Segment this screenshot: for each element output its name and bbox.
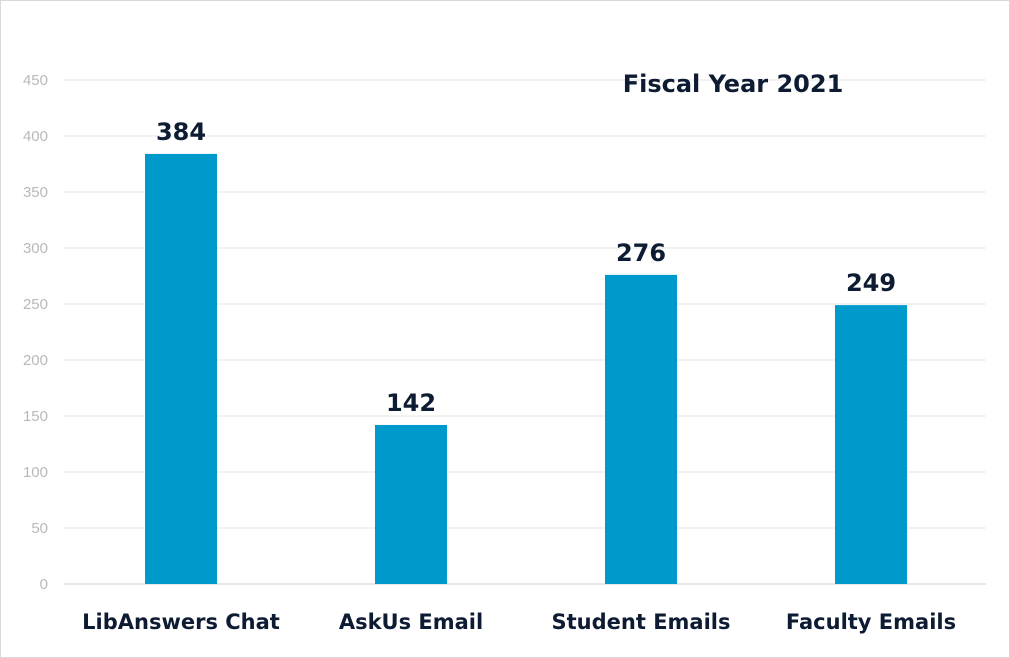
bar-student-emails <box>605 274 677 584</box>
data-label: 142 <box>386 389 436 417</box>
chart-title: Fiscal Year 2021 <box>623 70 844 98</box>
y-axis-ticks: 0 50 100 150 200 250 300 350 400 450 <box>23 72 48 593</box>
bars <box>145 153 907 585</box>
x-category-label: AskUs Email <box>339 610 483 634</box>
bar-faculty-emails <box>835 305 907 584</box>
y-tick-label: 450 <box>23 72 48 89</box>
y-tick-label: 50 <box>31 520 48 537</box>
bar-libanswers-chat <box>145 153 217 585</box>
y-tick-label: 0 <box>40 576 48 593</box>
bar-askus-email <box>375 424 447 584</box>
y-tick-label: 300 <box>23 240 48 257</box>
x-category-label: Faculty Emails <box>786 610 956 634</box>
x-category-label: Student Emails <box>552 610 731 634</box>
y-tick-label: 350 <box>23 184 48 201</box>
x-axis-categories: LibAnswers Chat AskUs Email Student Emails… <box>82 610 956 634</box>
data-label: 276 <box>616 239 666 267</box>
data-label: 384 <box>156 118 206 146</box>
y-tick-label: 400 <box>23 128 48 145</box>
data-label: 249 <box>846 269 896 297</box>
y-tick-label: 200 <box>23 352 48 369</box>
data-labels: 384 142 276 249 <box>156 118 896 417</box>
y-tick-label: 150 <box>23 408 48 425</box>
y-tick-label: 250 <box>23 296 48 313</box>
gridlines <box>64 79 986 585</box>
x-category-label: LibAnswers Chat <box>82 610 280 634</box>
y-tick-label: 100 <box>23 464 48 481</box>
